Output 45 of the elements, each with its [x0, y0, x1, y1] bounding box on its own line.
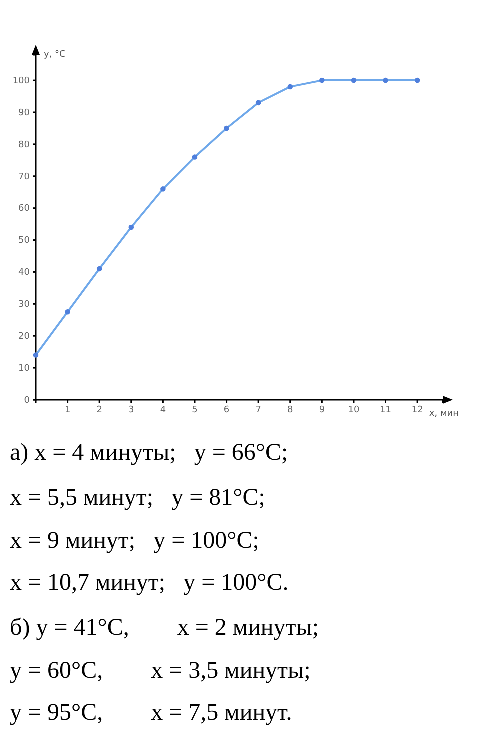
- x-tick-label: 3: [128, 405, 134, 416]
- point: [96, 266, 102, 272]
- text: y = 95°C, x = 7,5 минут.: [10, 700, 292, 726]
- x-tick-label: 7: [256, 405, 262, 416]
- text: x = 9 минут; y = 100°C;: [10, 528, 260, 554]
- text: y = 60°C, x = 3,5 минуты;: [10, 658, 311, 684]
- y-tick-label: 30: [18, 300, 30, 310]
- point: [192, 154, 198, 160]
- y-tick-label: 90: [18, 108, 30, 118]
- x-tick-label: 5: [192, 405, 198, 416]
- x-axis-title: x, мин: [429, 409, 460, 419]
- y-axis-title: y, °C: [44, 50, 66, 60]
- point: [414, 78, 420, 84]
- point: [256, 100, 262, 106]
- x-tick-label: 10: [348, 405, 360, 416]
- y-tick-label: 0: [24, 396, 30, 406]
- text: x = 5,5 минут; y = 81°C;: [10, 485, 266, 511]
- point: [160, 186, 166, 192]
- y-tick-label: 60: [18, 204, 30, 214]
- point: [288, 84, 294, 90]
- x-tick-label: 11: [380, 405, 392, 416]
- y-tick-label: 80: [18, 140, 30, 150]
- x-tick-label: 9: [319, 405, 326, 416]
- x-tick-label: 6: [224, 405, 230, 416]
- x-tick-label: 12: [412, 405, 424, 416]
- point: [128, 224, 134, 230]
- y-tick-label: 40: [18, 268, 30, 278]
- point: [351, 78, 357, 84]
- y-tick-label: 10: [18, 364, 30, 374]
- x-tick-label: 1: [64, 405, 71, 416]
- text: б) y = 41°C, x = 2 минуты;: [10, 615, 320, 641]
- y-tick-label: 50: [18, 236, 30, 246]
- y-tick-label: 70: [18, 172, 30, 182]
- text: а) x = 4 минуты; y = 66°C;: [10, 440, 288, 466]
- y-tick-label: 20: [18, 332, 30, 342]
- x-tick-label: 8: [288, 405, 294, 416]
- point: [224, 126, 230, 132]
- point: [33, 352, 39, 358]
- y-tick-label: 100: [12, 76, 30, 86]
- point: [320, 78, 325, 84]
- point: [65, 310, 70, 315]
- x-tick-label: 4: [160, 405, 166, 416]
- point: [383, 78, 388, 84]
- x-tick-label: 2: [96, 405, 102, 416]
- text: x = 10,7 минут; y = 100°C.: [10, 570, 289, 596]
